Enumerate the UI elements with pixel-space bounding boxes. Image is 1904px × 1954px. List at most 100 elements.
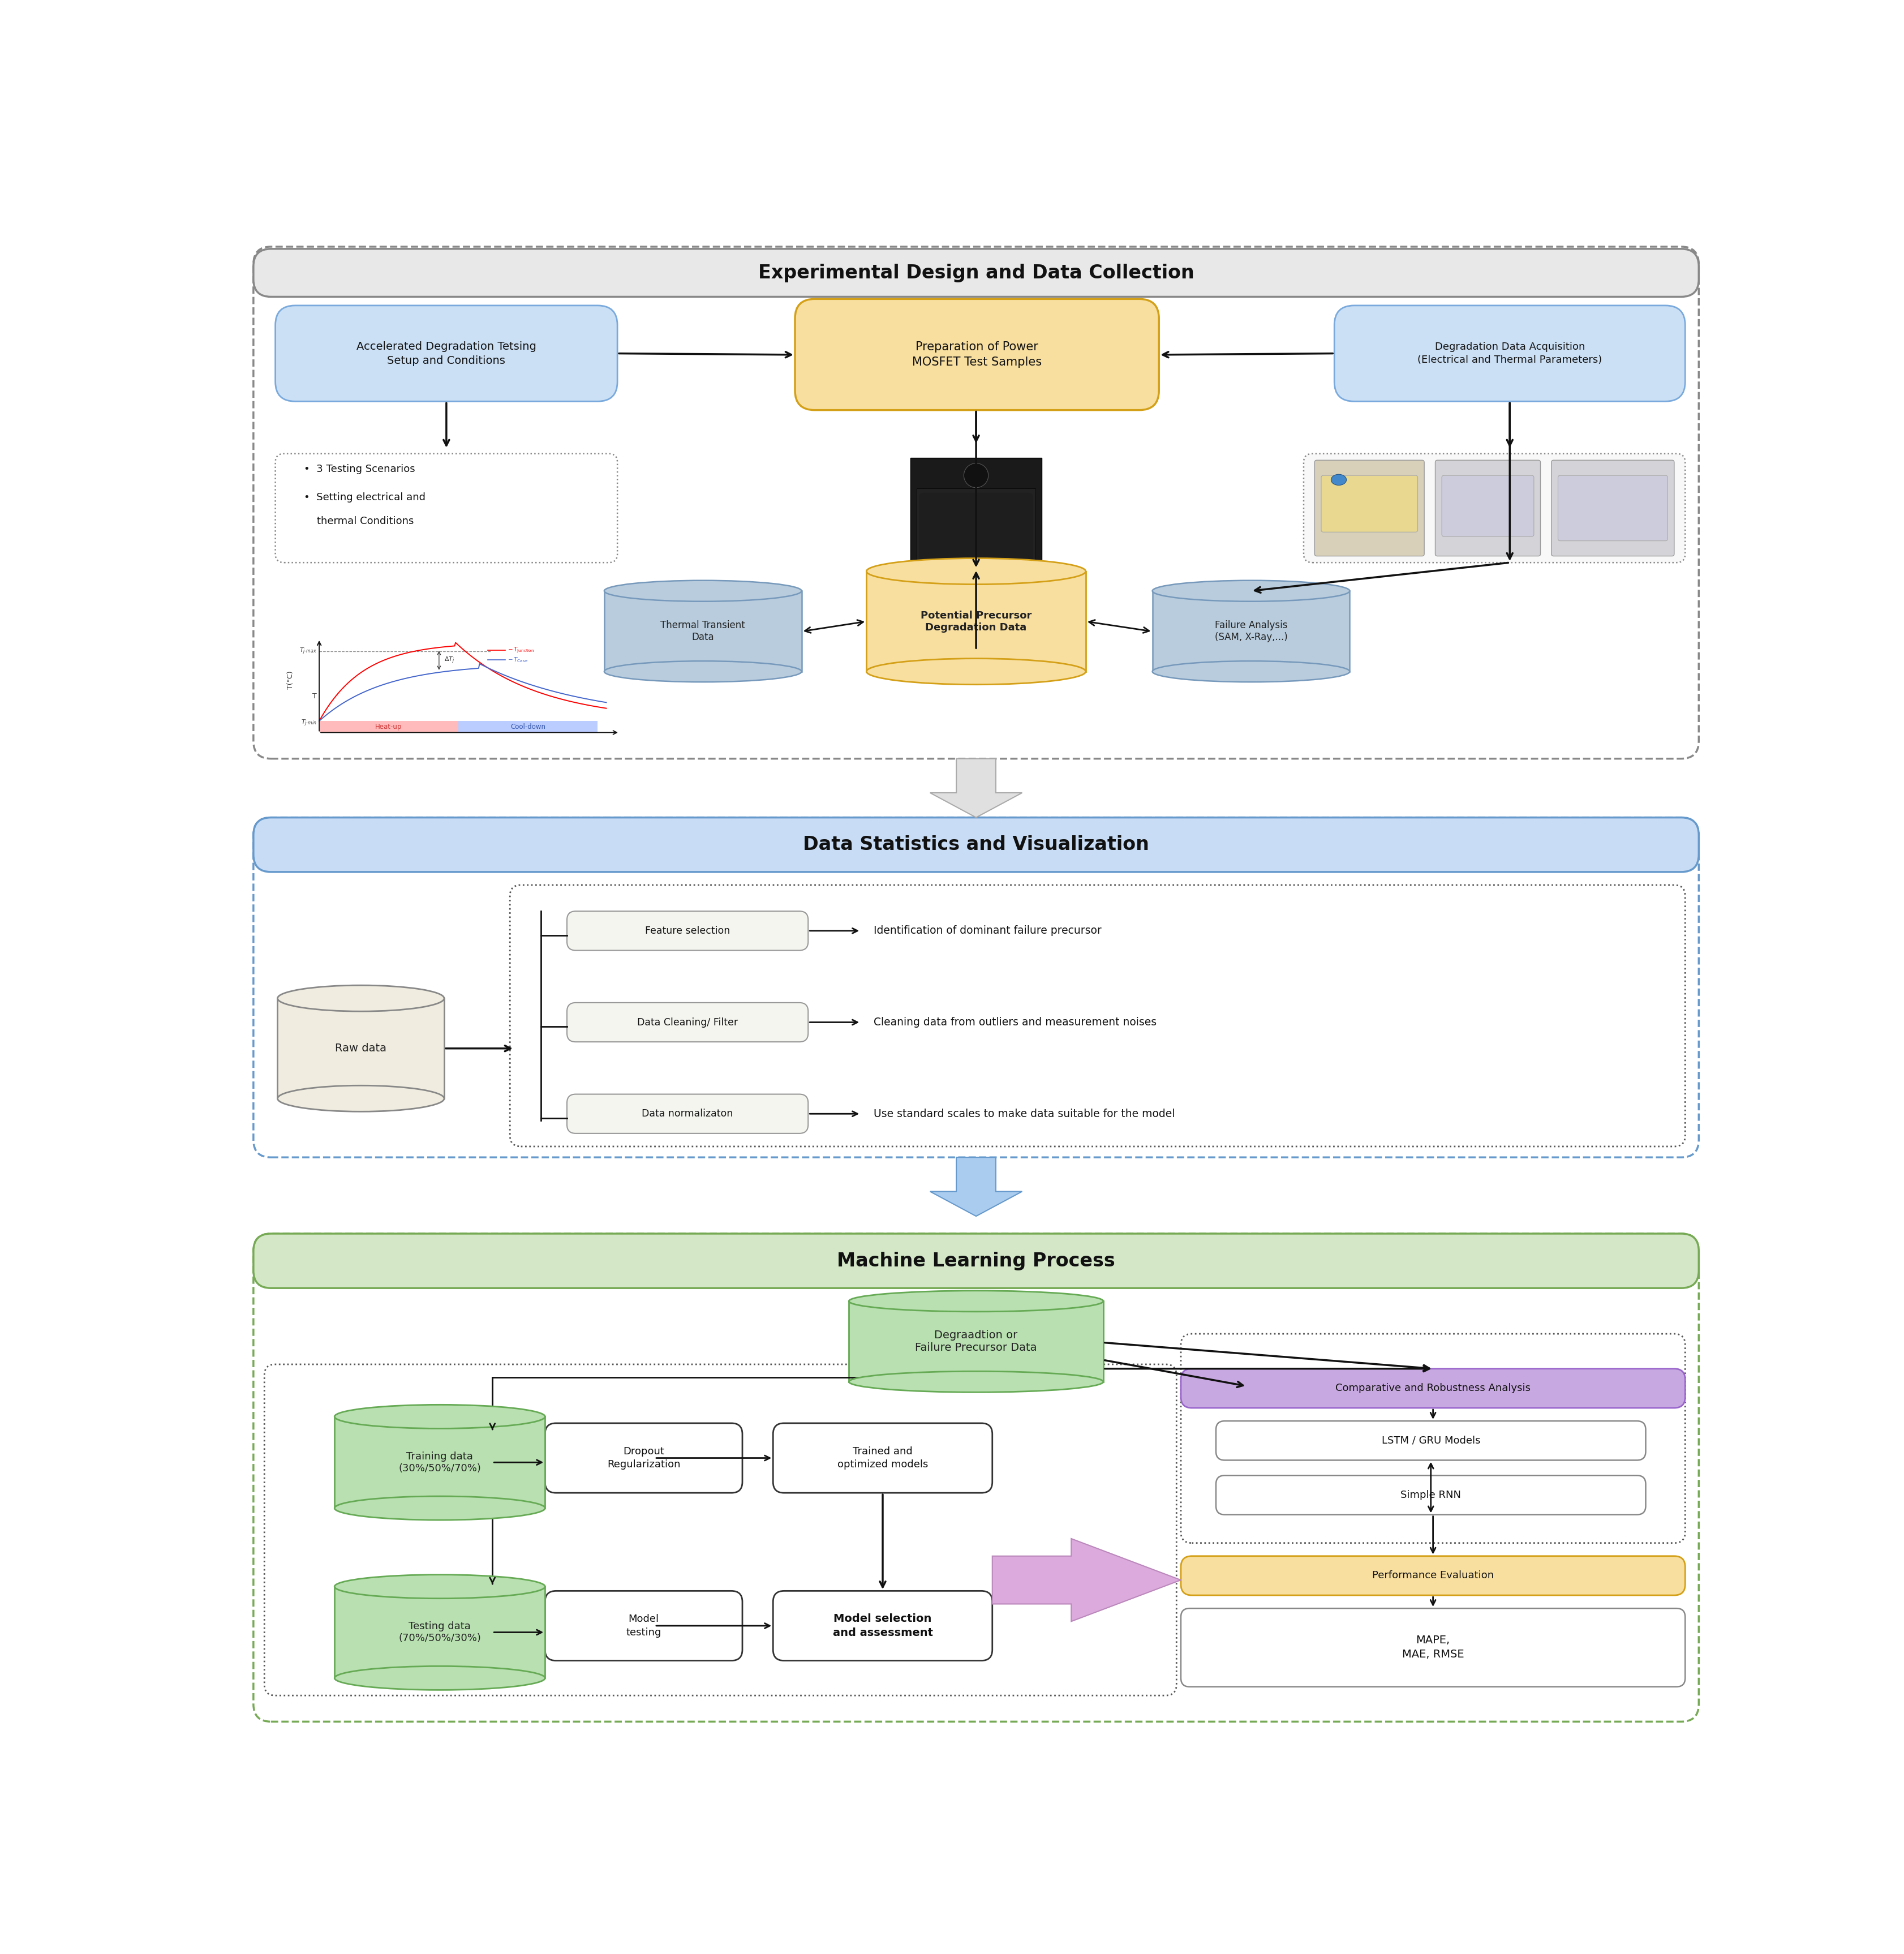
Text: Data Statistics and Visualization: Data Statistics and Visualization — [803, 836, 1148, 854]
Bar — [335, 1587, 545, 1678]
Ellipse shape — [866, 658, 1085, 684]
Bar — [1152, 590, 1350, 672]
Text: MAPE,
MAE, RMSE: MAPE, MAE, RMSE — [1401, 1635, 1464, 1661]
Ellipse shape — [1331, 475, 1346, 485]
Bar — [604, 590, 802, 672]
Ellipse shape — [604, 660, 802, 682]
Text: Degraadtion or
Failure Precursor Data: Degraadtion or Failure Precursor Data — [914, 1331, 1038, 1354]
FancyBboxPatch shape — [773, 1591, 992, 1661]
Text: Potential Precursor
Degradation Data: Potential Precursor Degradation Data — [920, 610, 1032, 633]
Bar — [948, 582, 956, 658]
FancyBboxPatch shape — [253, 817, 1698, 1157]
Text: $-\,T_{\rm Case}$: $-\,T_{\rm Case}$ — [508, 657, 527, 664]
Text: $T_{j\text{-}min}$: $T_{j\text{-}min}$ — [301, 719, 316, 727]
Text: $T_{j\text{-}max}$: $T_{j\text{-}max}$ — [299, 647, 316, 657]
Bar — [335, 1417, 545, 1508]
FancyBboxPatch shape — [1180, 1555, 1685, 1594]
Text: Degradation Data Acquisition
(Electrical and Thermal Parameters): Degradation Data Acquisition (Electrical… — [1417, 342, 1601, 365]
Bar — [320, 721, 459, 733]
FancyBboxPatch shape — [1436, 461, 1540, 557]
Text: Model selection
and assessment: Model selection and assessment — [832, 1614, 933, 1637]
FancyBboxPatch shape — [1321, 475, 1417, 531]
Bar — [849, 1301, 1102, 1381]
Text: Experimental Design and Data Collection: Experimental Design and Data Collection — [758, 264, 1194, 281]
Text: $-\,T_{\rm Junction}$: $-\,T_{\rm Junction}$ — [508, 647, 535, 655]
Text: Preparation of Power
MOSFET Test Samples: Preparation of Power MOSFET Test Samples — [912, 342, 1041, 367]
FancyBboxPatch shape — [253, 248, 1698, 297]
FancyBboxPatch shape — [545, 1591, 743, 1661]
Text: Trained and
optimized models: Trained and optimized models — [838, 1446, 927, 1469]
Bar — [996, 582, 1003, 658]
Text: Feature selection: Feature selection — [645, 926, 729, 936]
Text: T(°C): T(°C) — [288, 670, 295, 690]
Polygon shape — [910, 457, 1041, 584]
Text: Identification of dominant failure precursor: Identification of dominant failure precu… — [874, 926, 1102, 936]
Ellipse shape — [335, 1575, 545, 1598]
FancyBboxPatch shape — [1335, 305, 1685, 401]
Bar — [278, 998, 444, 1098]
Bar — [866, 571, 1085, 672]
Ellipse shape — [866, 559, 1085, 584]
Ellipse shape — [278, 985, 444, 1012]
FancyBboxPatch shape — [567, 1002, 807, 1041]
FancyBboxPatch shape — [253, 1233, 1698, 1721]
FancyBboxPatch shape — [1314, 461, 1424, 557]
FancyBboxPatch shape — [265, 1364, 1177, 1696]
Circle shape — [963, 463, 988, 488]
Ellipse shape — [278, 1086, 444, 1112]
Text: Use standard scales to make data suitable for the model: Use standard scales to make data suitabl… — [874, 1108, 1175, 1120]
Ellipse shape — [849, 1292, 1102, 1311]
Text: Heat-up: Heat-up — [375, 723, 402, 731]
Ellipse shape — [604, 580, 802, 602]
Text: •  Setting electrical and: • Setting electrical and — [305, 492, 425, 502]
Bar — [459, 721, 598, 733]
Text: Data normalizaton: Data normalizaton — [642, 1108, 733, 1120]
Text: LSTM / GRU Models: LSTM / GRU Models — [1380, 1436, 1479, 1446]
FancyBboxPatch shape — [567, 1094, 807, 1133]
Text: Raw data: Raw data — [335, 1043, 387, 1053]
FancyBboxPatch shape — [276, 305, 617, 401]
Ellipse shape — [849, 1372, 1102, 1393]
FancyBboxPatch shape — [1441, 475, 1533, 537]
Text: $\Delta T_j$: $\Delta T_j$ — [444, 657, 455, 664]
Polygon shape — [929, 1157, 1022, 1215]
FancyBboxPatch shape — [1557, 475, 1668, 541]
Bar — [973, 582, 979, 658]
FancyBboxPatch shape — [1180, 1368, 1685, 1409]
FancyBboxPatch shape — [920, 492, 1032, 580]
Text: Cleaning data from outliers and measurement noises: Cleaning data from outliers and measurem… — [874, 1016, 1156, 1028]
Text: Accelerated Degradation Tetsing
Setup and Conditions: Accelerated Degradation Tetsing Setup an… — [356, 342, 537, 365]
Ellipse shape — [1152, 660, 1350, 682]
Text: •  3 Testing Scenarios: • 3 Testing Scenarios — [305, 463, 415, 475]
Text: Thermal Transient
Data: Thermal Transient Data — [661, 621, 744, 643]
Text: Comparative and Robustness Analysis: Comparative and Robustness Analysis — [1335, 1383, 1531, 1393]
FancyBboxPatch shape — [510, 885, 1685, 1147]
FancyBboxPatch shape — [773, 1423, 992, 1493]
FancyBboxPatch shape — [567, 911, 807, 950]
FancyBboxPatch shape — [276, 453, 617, 563]
FancyBboxPatch shape — [794, 299, 1160, 410]
FancyBboxPatch shape — [1215, 1421, 1645, 1460]
Text: Testing data
(70%/50%/30%): Testing data (70%/50%/30%) — [398, 1622, 482, 1643]
Polygon shape — [916, 488, 1036, 582]
Text: Failure Analysis
(SAM, X-Ray,...): Failure Analysis (SAM, X-Ray,...) — [1215, 621, 1287, 643]
FancyBboxPatch shape — [253, 246, 1698, 758]
Text: Data Cleaning/ Filter: Data Cleaning/ Filter — [638, 1018, 737, 1028]
Ellipse shape — [335, 1497, 545, 1520]
Text: Model
testing: Model testing — [626, 1614, 661, 1637]
Ellipse shape — [335, 1667, 545, 1690]
Ellipse shape — [1152, 580, 1350, 602]
FancyBboxPatch shape — [1302, 453, 1685, 563]
Text: Cool-down: Cool-down — [510, 723, 545, 731]
Text: Training data
(30%/50%/70%): Training data (30%/50%/70%) — [398, 1452, 482, 1473]
Ellipse shape — [335, 1405, 545, 1428]
FancyBboxPatch shape — [253, 1233, 1698, 1288]
Text: thermal Conditions: thermal Conditions — [305, 516, 413, 526]
Text: Performance Evaluation: Performance Evaluation — [1371, 1571, 1493, 1581]
FancyBboxPatch shape — [545, 1423, 743, 1493]
FancyBboxPatch shape — [1552, 461, 1674, 557]
FancyBboxPatch shape — [1215, 1475, 1645, 1514]
FancyBboxPatch shape — [253, 817, 1698, 871]
Polygon shape — [929, 758, 1022, 817]
Text: Machine Learning Process: Machine Learning Process — [836, 1251, 1116, 1270]
